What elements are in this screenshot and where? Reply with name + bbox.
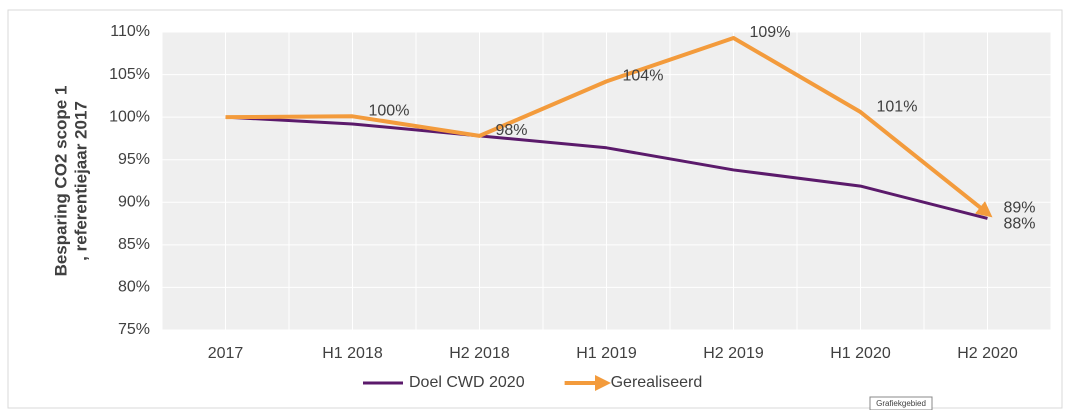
- y-tick-label: 80%: [118, 279, 150, 296]
- y-tick-label: 105%: [109, 66, 150, 83]
- y-tick-label: 110%: [110, 23, 150, 40]
- tooltip-box: [869, 396, 933, 410]
- data-label: 88%: [1004, 216, 1036, 233]
- y-tick-label: 90%: [118, 194, 150, 211]
- x-tick-label: H2 2018: [449, 345, 510, 362]
- data-label: 109%: [750, 24, 791, 41]
- y-tick-label: 100%: [109, 108, 150, 125]
- x-tick-label: H2 2020: [957, 345, 1018, 362]
- y-tick-label: 95%: [118, 151, 150, 168]
- legend-label: Gerealiseerd: [611, 374, 703, 391]
- data-label: 98%: [496, 122, 528, 139]
- legend-label: Doel CWD 2020: [409, 374, 525, 391]
- y-tick-label: 85%: [118, 236, 150, 253]
- data-label: 89%: [1004, 200, 1036, 217]
- x-tick-label: H1 2018: [322, 345, 383, 362]
- x-tick-label: H1 2019: [576, 345, 637, 362]
- y-axis-title: Besparing CO2 scope 1: [51, 86, 70, 277]
- x-tick-label: 2017: [208, 345, 244, 362]
- data-label: 101%: [877, 98, 918, 115]
- data-label: 104%: [623, 68, 664, 85]
- data-label: 100%: [369, 103, 410, 120]
- x-tick-label: H1 2020: [830, 345, 891, 362]
- series-line: [225, 115, 988, 220]
- series-line: [225, 35, 993, 218]
- x-tick-label: H2 2019: [703, 345, 764, 362]
- y-axis-title: , referentiejaar 2017: [71, 101, 90, 261]
- tooltip: Grafiekgebied: [876, 399, 926, 408]
- y-tick-label: 75%: [118, 321, 150, 338]
